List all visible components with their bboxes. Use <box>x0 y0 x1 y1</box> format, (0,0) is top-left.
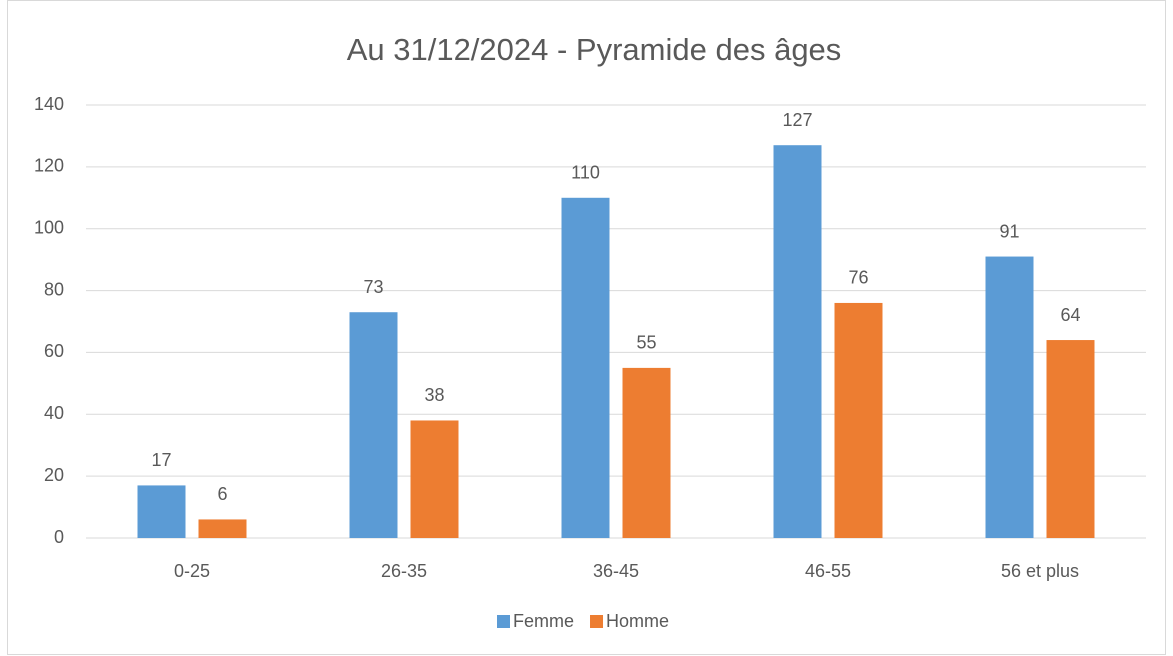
bar <box>561 197 610 539</box>
legend-swatch <box>497 615 510 628</box>
data-label: 64 <box>1060 305 1080 325</box>
bar <box>349 312 398 538</box>
x-tick-label: 0-25 <box>174 561 210 581</box>
y-tick-label: 80 <box>44 279 64 299</box>
y-tick-label: 140 <box>34 94 64 114</box>
x-tick-label: 46-55 <box>805 561 851 581</box>
bar <box>137 485 186 538</box>
y-tick-label: 120 <box>34 156 64 176</box>
y-tick-label: 60 <box>44 341 64 361</box>
legend-label: Homme <box>606 611 669 631</box>
data-label: 55 <box>636 333 656 353</box>
chart-title: Au 31/12/2024 - Pyramide des âges <box>347 32 842 67</box>
data-label: 110 <box>571 163 600 183</box>
bar <box>198 519 247 538</box>
x-tick-label: 26-35 <box>381 561 427 581</box>
data-label: 17 <box>151 450 171 470</box>
legend-label: Femme <box>513 611 574 631</box>
y-tick-label: 100 <box>34 217 64 237</box>
data-label: 76 <box>848 268 868 288</box>
bar <box>1046 340 1095 538</box>
y-tick-label: 20 <box>44 465 64 485</box>
data-label: 6 <box>217 484 227 504</box>
x-tick-label: 36-45 <box>593 561 639 581</box>
data-label: 91 <box>999 221 1019 241</box>
bar <box>834 302 883 538</box>
y-tick-label: 40 <box>44 403 64 423</box>
data-label: 127 <box>782 110 812 130</box>
data-label: 38 <box>424 385 444 405</box>
data-label: 73 <box>363 277 383 297</box>
bar <box>622 367 671 538</box>
bar <box>985 256 1034 538</box>
y-tick-label: 0 <box>54 527 64 547</box>
legend-swatch <box>590 615 604 628</box>
bar <box>773 145 822 538</box>
x-tick-label: 56 et plus <box>1001 561 1079 581</box>
bar <box>410 420 459 538</box>
